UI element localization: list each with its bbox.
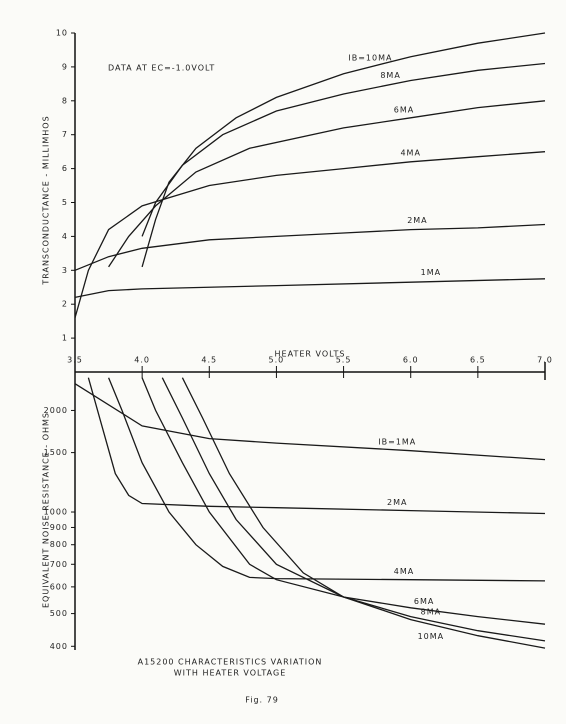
- caption: A15200 CHARACTERISTICS VARIATION: [138, 658, 323, 667]
- series-label: 1MA: [421, 268, 441, 277]
- y-tick-label: 500: [50, 609, 68, 618]
- x-tick-label: 3.5: [67, 356, 83, 365]
- y-tick-label: 3: [62, 266, 68, 275]
- y-tick-label: 7: [62, 130, 68, 139]
- x-tick-label: 6.5: [470, 356, 486, 365]
- series-line: [74, 383, 546, 461]
- x-tick-label: 7.0: [537, 356, 553, 365]
- series-label: IB=10MA: [348, 53, 392, 62]
- series-line: [161, 377, 546, 642]
- series-label: 6MA: [414, 597, 434, 606]
- series-label: 2MA: [407, 216, 427, 225]
- series-line: [108, 100, 546, 268]
- series-label: 4MA: [394, 567, 414, 576]
- y-tick-label: 6: [62, 164, 68, 173]
- series-label: IB=1MA: [378, 437, 416, 446]
- series-line: [181, 377, 546, 649]
- annotation: DATA AT EC=-1.0VOLT: [108, 64, 215, 73]
- series-label: 10MA: [418, 632, 445, 641]
- series-line: [74, 278, 546, 299]
- x-tick-label: 4.0: [134, 356, 150, 365]
- x-axis-label: HEATER VOLTS: [275, 350, 346, 359]
- y-tick-label: 800: [50, 540, 68, 549]
- y-tick-label: 8: [62, 96, 68, 105]
- caption: WITH HEATER VOLTAGE: [174, 669, 287, 678]
- y-tick-label: 1000: [44, 508, 68, 517]
- y-tick-label: 9: [62, 62, 68, 71]
- series-line: [74, 223, 546, 271]
- y-tick-label: 1500: [44, 448, 68, 457]
- x-tick-label: 5.5: [336, 356, 352, 365]
- series-line: [107, 377, 546, 582]
- x-tick-label: 4.5: [201, 356, 217, 365]
- y-axis-label: EQUIVALENT NOISE RESISTANCE - OHMS: [42, 412, 51, 608]
- series-line: [74, 151, 546, 318]
- y-tick-label: 10: [56, 29, 68, 38]
- y-tick-label: 4: [62, 232, 68, 241]
- series-line: [141, 62, 546, 237]
- y-tick-label: 1: [62, 334, 68, 343]
- series-label: 2MA: [387, 498, 407, 507]
- series-label: 8MA: [380, 71, 400, 80]
- y-tick-label: 900: [50, 523, 68, 532]
- series-label: 8MA: [421, 607, 441, 616]
- x-tick-label: 5.0: [269, 356, 285, 365]
- series-label: 4MA: [400, 148, 420, 157]
- y-axis-label: TRANSCONDUCTANCE - MILLIMHOS: [42, 115, 51, 285]
- y-tick-label: 5: [62, 198, 68, 207]
- y-tick-label: 700: [50, 560, 68, 569]
- y-tick-label: 600: [50, 582, 68, 591]
- y-tick-label: 2000: [44, 406, 68, 415]
- series-label: 6MA: [394, 105, 414, 114]
- series-line: [87, 377, 546, 515]
- x-tick-label: 6.0: [403, 356, 419, 365]
- y-tick-label: 2: [62, 300, 68, 309]
- figure-label: Fig. 79: [245, 696, 279, 705]
- series-line: [141, 377, 546, 625]
- y-tick-label: 400: [50, 642, 68, 651]
